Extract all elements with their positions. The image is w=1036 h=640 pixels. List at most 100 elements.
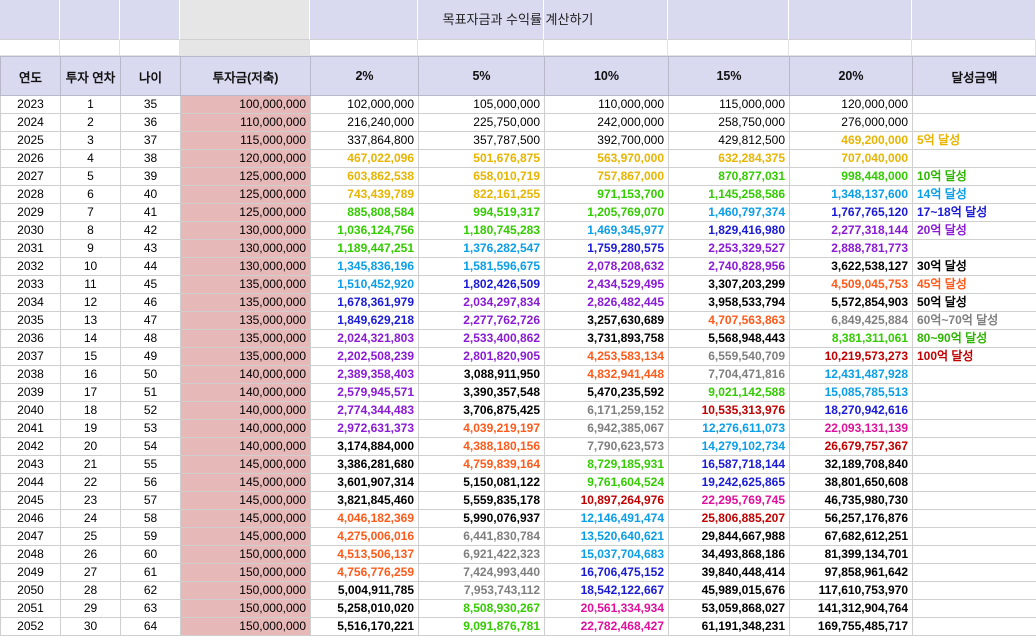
blank-cell[interactable] <box>180 40 310 56</box>
cell-rate-15[interactable]: 6,559,540,709 <box>668 347 790 366</box>
cell-invest-count[interactable]: 2 <box>60 113 121 132</box>
cell-year[interactable]: 2028 <box>0 185 61 204</box>
cell-rate-15[interactable]: 4,707,563,863 <box>668 311 790 330</box>
cell-investment[interactable]: 135,000,000 <box>180 347 311 366</box>
cell-rate-5[interactable]: 4,039,219,197 <box>418 419 545 438</box>
cell-achievement[interactable]: 60억~70억 달성 <box>912 311 1036 330</box>
cell-investment[interactable]: 135,000,000 <box>180 275 311 294</box>
cell-invest-count[interactable]: 8 <box>60 221 121 240</box>
cell-rate-10[interactable]: 2,434,529,495 <box>544 275 669 294</box>
title-cell[interactable] <box>180 0 310 40</box>
cell-achievement[interactable] <box>912 473 1036 492</box>
cell-rate-20[interactable]: 4,509,045,753 <box>789 275 913 294</box>
cell-age[interactable]: 39 <box>120 167 181 186</box>
cell-rate-5[interactable]: 5,990,076,937 <box>418 509 545 528</box>
cell-invest-count[interactable]: 27 <box>60 563 121 582</box>
cell-year[interactable]: 2044 <box>0 473 61 492</box>
cell-rate-5[interactable]: 2,533,400,862 <box>418 329 545 348</box>
title-cell[interactable] <box>544 0 668 40</box>
cell-rate-2[interactable]: 5,004,911,785 <box>310 581 419 600</box>
cell-rate-2[interactable]: 2,579,945,571 <box>310 383 419 402</box>
blank-cell[interactable] <box>668 40 789 56</box>
cell-year[interactable]: 2047 <box>0 527 61 546</box>
cell-rate-20[interactable]: 8,381,311,061 <box>789 329 913 348</box>
cell-invest-count[interactable]: 23 <box>60 491 121 510</box>
cell-rate-5[interactable]: 822,161,255 <box>418 185 545 204</box>
cell-rate-10[interactable]: 6,942,385,067 <box>544 419 669 438</box>
cell-investment[interactable]: 110,000,000 <box>180 113 311 132</box>
cell-rate-10[interactable]: 1,469,345,977 <box>544 221 669 240</box>
header-rate-5[interactable]: 5% <box>418 56 545 96</box>
cell-achievement[interactable]: 30억 달성 <box>912 257 1036 276</box>
cell-rate-10[interactable]: 10,897,264,976 <box>544 491 669 510</box>
cell-year[interactable]: 2039 <box>0 383 61 402</box>
cell-age[interactable]: 45 <box>120 275 181 294</box>
cell-rate-20[interactable]: 1,348,137,600 <box>789 185 913 204</box>
cell-investment[interactable]: 100,000,000 <box>180 95 311 114</box>
cell-invest-count[interactable]: 28 <box>60 581 121 600</box>
title-cell[interactable] <box>912 0 1036 40</box>
cell-year[interactable]: 2026 <box>0 149 61 168</box>
cell-rate-5[interactable]: 1,180,745,283 <box>418 221 545 240</box>
cell-invest-count[interactable]: 12 <box>60 293 121 312</box>
header-age[interactable]: 나이 <box>120 56 181 96</box>
cell-rate-5[interactable]: 4,759,839,164 <box>418 455 545 474</box>
cell-year[interactable]: 2042 <box>0 437 61 456</box>
cell-year[interactable]: 2051 <box>0 599 61 618</box>
cell-year[interactable]: 2045 <box>0 491 61 510</box>
cell-investment[interactable]: 135,000,000 <box>180 329 311 348</box>
cell-rate-15[interactable]: 9,021,142,588 <box>668 383 790 402</box>
cell-rate-20[interactable]: 32,189,708,840 <box>789 455 913 474</box>
cell-year[interactable]: 2031 <box>0 239 61 258</box>
cell-investment[interactable]: 150,000,000 <box>180 617 311 636</box>
cell-rate-10[interactable]: 5,470,235,592 <box>544 383 669 402</box>
cell-rate-15[interactable]: 12,276,611,073 <box>668 419 790 438</box>
title-cell[interactable] <box>60 0 120 40</box>
header-rate-15[interactable]: 15% <box>668 56 790 96</box>
cell-rate-15[interactable]: 10,535,313,976 <box>668 401 790 420</box>
cell-rate-20[interactable]: 12,431,487,928 <box>789 365 913 384</box>
cell-rate-2[interactable]: 2,202,508,239 <box>310 347 419 366</box>
cell-rate-2[interactable]: 2,389,358,403 <box>310 365 419 384</box>
cell-rate-2[interactable]: 1,345,836,196 <box>310 257 419 276</box>
cell-year[interactable]: 2036 <box>0 329 61 348</box>
cell-invest-count[interactable]: 10 <box>60 257 121 276</box>
cell-age[interactable]: 53 <box>120 419 181 438</box>
cell-rate-5[interactable]: 1,581,596,675 <box>418 257 545 276</box>
title-cell[interactable] <box>418 0 544 40</box>
blank-cell[interactable] <box>912 40 1036 56</box>
cell-rate-2[interactable]: 885,808,584 <box>310 203 419 222</box>
cell-rate-2[interactable]: 1,036,124,756 <box>310 221 419 240</box>
cell-achievement[interactable] <box>912 419 1036 438</box>
cell-achievement[interactable] <box>912 509 1036 528</box>
cell-invest-count[interactable]: 9 <box>60 239 121 258</box>
cell-achievement[interactable] <box>912 149 1036 168</box>
cell-rate-15[interactable]: 3,958,533,794 <box>668 293 790 312</box>
cell-rate-10[interactable]: 2,078,208,632 <box>544 257 669 276</box>
cell-investment[interactable]: 115,000,000 <box>180 131 311 150</box>
cell-age[interactable]: 36 <box>120 113 181 132</box>
cell-rate-2[interactable]: 1,849,629,218 <box>310 311 419 330</box>
cell-rate-10[interactable]: 392,700,000 <box>544 131 669 150</box>
cell-age[interactable]: 41 <box>120 203 181 222</box>
cell-rate-5[interactable]: 4,388,180,156 <box>418 437 545 456</box>
cell-rate-15[interactable]: 2,740,828,956 <box>668 257 790 276</box>
cell-investment[interactable]: 150,000,000 <box>180 545 311 564</box>
cell-achievement[interactable] <box>912 581 1036 600</box>
cell-rate-10[interactable]: 1,759,280,575 <box>544 239 669 258</box>
header-rate-10[interactable]: 10% <box>544 56 669 96</box>
cell-achievement[interactable]: 45억 달성 <box>912 275 1036 294</box>
cell-rate-5[interactable]: 7,424,993,440 <box>418 563 545 582</box>
cell-investment[interactable]: 125,000,000 <box>180 167 311 186</box>
cell-rate-5[interactable]: 225,750,000 <box>418 113 545 132</box>
cell-rate-5[interactable]: 5,150,081,122 <box>418 473 545 492</box>
cell-age[interactable]: 46 <box>120 293 181 312</box>
cell-rate-10[interactable]: 16,706,475,152 <box>544 563 669 582</box>
cell-rate-20[interactable]: 6,849,425,884 <box>789 311 913 330</box>
cell-rate-20[interactable]: 56,257,176,876 <box>789 509 913 528</box>
cell-invest-count[interactable]: 15 <box>60 347 121 366</box>
cell-achievement[interactable]: 5억 달성 <box>912 131 1036 150</box>
cell-rate-10[interactable]: 971,153,700 <box>544 185 669 204</box>
cell-age[interactable]: 44 <box>120 257 181 276</box>
cell-invest-count[interactable]: 29 <box>60 599 121 618</box>
